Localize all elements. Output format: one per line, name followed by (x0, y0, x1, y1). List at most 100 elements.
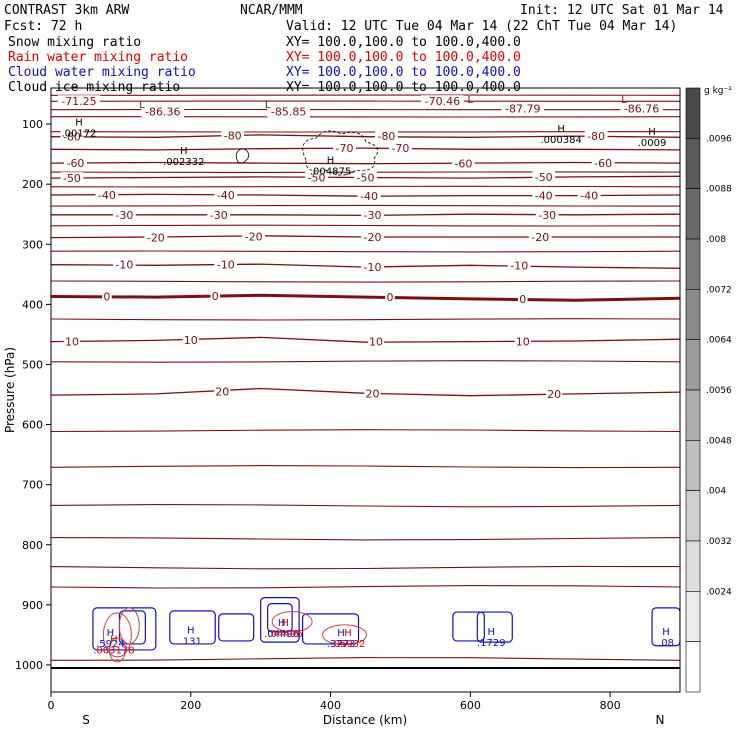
legend-field-1: Rain water mixing ratio (8, 50, 188, 65)
contour-label-bg (620, 102, 663, 115)
rain-contour (102, 612, 132, 658)
contour-label: -10 (364, 261, 382, 274)
extremum-marker: H (344, 628, 352, 639)
contour-label: -10 (217, 259, 235, 272)
colorbar-swatch (685, 490, 701, 542)
contour-label-bg (421, 95, 464, 108)
contour-label: -70.46 (425, 95, 460, 108)
y-tick-label: 800 (22, 539, 43, 552)
contour-label-bg (333, 142, 356, 155)
isotherm-10 (51, 336, 680, 343)
cloud-water-contour (260, 597, 300, 643)
contour-label: 0 (212, 290, 219, 303)
contour-label-bg (385, 291, 395, 304)
rain-contour (108, 637, 126, 663)
contour-label-bg (361, 231, 384, 244)
contour-label-bg (357, 190, 381, 203)
contour-label-bg (112, 258, 136, 271)
contour-label-bg (267, 105, 310, 118)
cloud-water-contour (476, 611, 513, 643)
contour-label: -40 (98, 189, 116, 202)
x-tick-label: 600 (460, 699, 481, 712)
isotherm-line (51, 185, 680, 188)
colorbar-swatch (685, 138, 701, 189)
y-axis: 100 200 300 400 500 600 700 800 900 1000 (15, 118, 51, 672)
legend-field-0: Snow mixing ratio (8, 35, 141, 50)
contour-label-bg (507, 259, 531, 272)
contour-label-bg (361, 261, 384, 274)
contour-label-bg (57, 95, 101, 108)
isotherm--60 (51, 161, 680, 165)
contour-label: -30 (115, 209, 133, 222)
contour-label-bg (214, 258, 238, 271)
colorbar-level: .004 (706, 487, 726, 497)
y-tick-label: 900 (22, 599, 43, 612)
contour-label: -40 (217, 189, 235, 202)
contour-label-bg (102, 290, 112, 303)
contour-label: -86.76 (624, 102, 659, 115)
x-axis-label: Distance (km) (323, 713, 407, 727)
rain-contour (118, 607, 140, 645)
contour-label-bg (389, 142, 412, 155)
legend-xy-2: XY= 100.0,100.0 to 100.0,400.0 (286, 65, 521, 80)
contour-label: 0 (103, 291, 110, 304)
cloud-water-contour (218, 613, 255, 642)
isotherm-line (51, 504, 680, 508)
extremum-value: .131 (180, 637, 202, 648)
colorbar-units: g kg⁻¹ (704, 86, 732, 96)
contour-label-bg (532, 170, 556, 183)
colorbar-swatch (685, 641, 701, 693)
contour-label-bg (361, 208, 384, 221)
model-title: CONTRAST 3km ARW (4, 3, 129, 18)
contour-label-bg (367, 335, 385, 348)
colorbar-level: .0064 (706, 336, 732, 346)
header: CONTRAST 3km ARW NCAR/MMM Init: 12 UTC S… (4, 3, 724, 34)
extremum-value: .0009 (638, 138, 667, 149)
rain-contour (322, 624, 368, 646)
contour-label-bg (63, 335, 81, 348)
colorbar-level: .0088 (706, 185, 732, 195)
contour-label: -30 (538, 209, 556, 222)
extremum-marker: H (107, 628, 115, 639)
contour-label: -30 (364, 209, 382, 222)
contour-label-bg (210, 289, 221, 302)
colorbar-level: .008 (706, 235, 726, 245)
valid-time: Valid: 12 UTC Tue 04 Mar 14 (22 ChT Tue … (286, 19, 677, 34)
contour-label: -60 (454, 158, 472, 171)
extremum-marker: H (662, 627, 670, 638)
y-tick-label: 500 (22, 358, 43, 371)
colorbar-swatch (685, 188, 701, 240)
extremum-marker: H (648, 127, 656, 138)
contour-label: -40 (580, 190, 598, 203)
contour-label-bg (144, 231, 168, 244)
contour-label: -86.36 (145, 105, 180, 118)
center-label: NCAR/MMM (240, 3, 303, 18)
colorbar-swatch (685, 591, 701, 642)
contour-label: -80 (587, 130, 605, 143)
x-tick-label: 400 (320, 699, 341, 712)
contour-label: 10 (516, 336, 530, 349)
legend: Snow mixing ratio XY= 100.0,100.0 to 100.… (8, 35, 521, 95)
legend-xy-0: XY= 100.0,100.0 to 100.0,400.0 (286, 35, 521, 50)
extremum-marker: L (265, 100, 271, 111)
extremum-value: .004875 (310, 167, 351, 178)
isotherm-line (51, 360, 680, 363)
extremum-value: .04496 (268, 629, 303, 640)
colorbar-swatch (685, 87, 701, 139)
contour-label: 20 (215, 386, 229, 399)
isotherm-line (51, 204, 680, 207)
contour-label-bg (535, 208, 559, 221)
contour-label-bg (528, 231, 552, 244)
extremum-marker: L (468, 95, 474, 106)
y-tick-label: 400 (22, 298, 43, 311)
isotherm-line (51, 537, 680, 541)
colorbar-level: .0024 (706, 587, 732, 597)
contour-label: 10 (369, 336, 383, 349)
x-tick-label: 800 (600, 699, 621, 712)
init-time: Init: 12 UTC Sat 01 Mar 14 (520, 3, 724, 18)
contour-label-bg (214, 188, 238, 201)
contour-label-bg (60, 130, 84, 143)
extremum-value: .1729 (477, 638, 506, 649)
colorbar-swatch (685, 540, 701, 592)
contour-label: -10 (115, 259, 133, 272)
